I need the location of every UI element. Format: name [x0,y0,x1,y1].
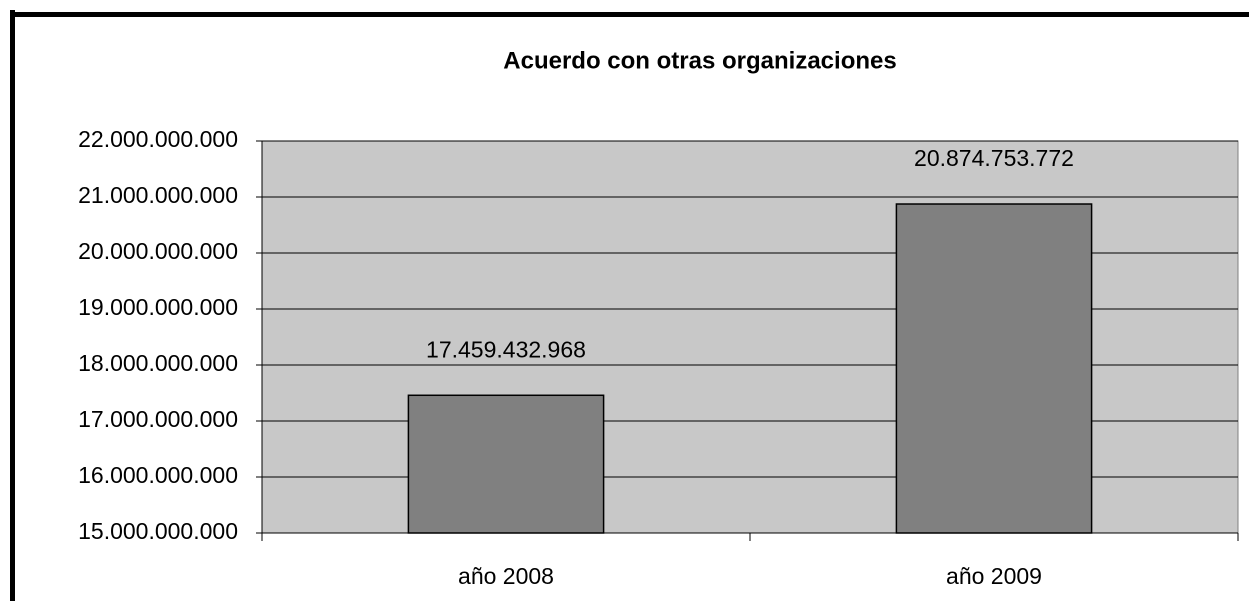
value-label: 17.459.432.968 [426,336,586,362]
value-label: 20.874.753.772 [914,145,1074,171]
y-tick-label: 20.000.000.000 [78,238,238,264]
y-tick-label: 16.000.000.000 [78,462,238,488]
bar [895,203,1093,534]
y-tick-label: 17.000.000.000 [78,406,238,432]
x-tick-label: año 2009 [946,563,1042,589]
y-tick-label: 19.000.000.000 [78,294,238,320]
y-tick-label: 21.000.000.000 [78,182,238,208]
chart-title: Acuerdo con otras organizaciones [503,47,896,74]
y-tick-label: 22.000.000.000 [78,126,238,152]
x-tick-label: año 2008 [458,563,554,589]
y-tick-label: 18.000.000.000 [78,350,238,376]
bar [407,394,605,534]
y-tick-label: 15.000.000.000 [78,518,238,544]
